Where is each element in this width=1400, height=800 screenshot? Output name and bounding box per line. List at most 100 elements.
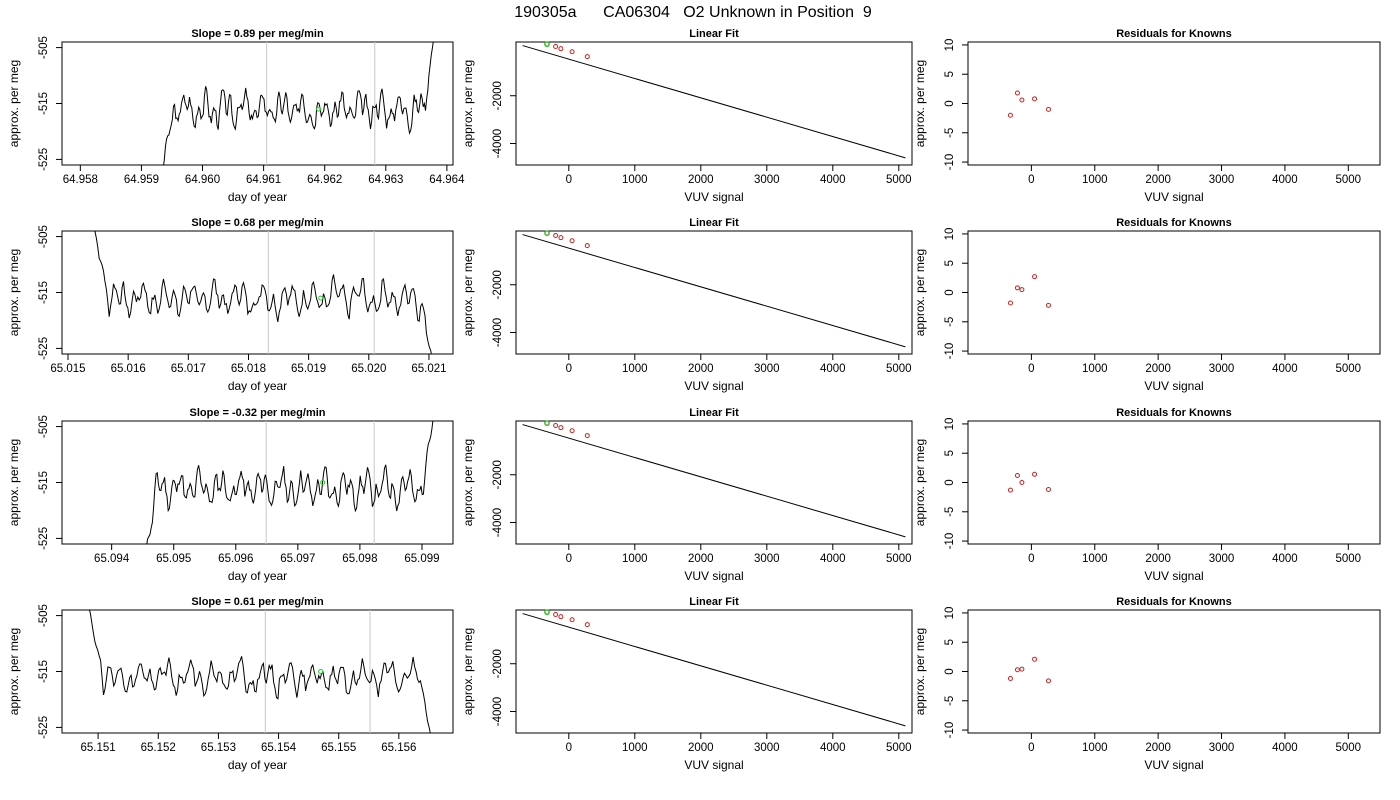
y-tick-label: -10 [944,154,956,171]
x-tick-label: 65.015 [50,363,85,375]
plot-frame [61,230,454,355]
y-tick-label: -2000 [492,270,504,299]
y-tick-label: 5 [944,71,956,77]
data-point-marker [316,106,322,112]
data-point-marker [318,669,324,674]
data-point [1045,302,1051,308]
y-tick-label: 0 [944,100,956,106]
data-point [553,44,559,50]
x-axis-label: VUV signal [1144,190,1203,204]
x-tick-label: 0 [566,742,572,754]
x-tick-label: 65.156 [381,742,416,754]
x-tick-label: 65.095 [156,553,191,565]
data-point [1032,656,1038,662]
x-axis-label: VUV signal [684,758,743,772]
fit-line [522,45,906,159]
y-tick-label: 5 [944,450,956,456]
y-axis-label: approx. per meg [461,249,475,336]
x-tick-label: 5000 [886,363,912,375]
x-tick-label: 3000 [1209,174,1235,186]
plot-frame [61,420,454,545]
x-tick-label: 3000 [754,174,780,186]
x-tick-label: 2000 [1145,174,1171,186]
data-point-marker [320,480,326,485]
data-point [1014,667,1020,673]
y-tick-label: -10 [944,343,956,360]
x-axis-label: VUV signal [1144,379,1203,393]
data-point [584,433,590,439]
x-tick-label: 5000 [886,174,912,186]
x-tick-label: 65.019 [291,363,326,375]
data-point [1007,676,1013,682]
x-tick-label: 4000 [1272,553,1298,565]
y-tick-label: 10 [944,418,956,431]
x-tick-label: 2000 [1145,553,1171,565]
x-tick-label: 2000 [688,553,714,565]
data-point [1014,285,1020,291]
data-point [1007,300,1013,306]
y-tick-label: -525 [38,337,50,360]
data-point [1032,96,1038,102]
x-tick-label: 64.961 [246,174,281,186]
x-tick-label: 65.018 [231,363,266,375]
y-axis-label: approx. per meg [913,249,927,336]
data-trace [94,231,432,354]
chart-title: Linear Fit [689,28,739,40]
data-point [1019,666,1025,672]
x-tick-label: 65.020 [351,363,386,375]
chart-panel-3: Slope = 0.61 per meg/min day of year appro… [7,596,454,772]
x-tick-label: 5000 [1336,553,1362,565]
y-axis-label: approx. per meg [461,439,475,526]
plot-frame [967,230,1381,355]
x-tick-label: 4000 [1272,742,1298,754]
data-point [584,243,590,249]
x-tick-label: 3000 [1209,553,1235,565]
x-tick-label: 4000 [820,363,846,375]
y-axis-label: approx. per meg [7,60,21,147]
data-point [1019,480,1025,485]
plot-frame [515,420,913,545]
y-tick-label: 5 [944,639,956,645]
data-point [1045,487,1051,493]
plot-frame [515,230,913,355]
y-tick-label: -4000 [492,508,504,537]
x-tick-label: 3000 [754,553,780,565]
unknown-point [544,41,550,48]
x-tick-label: 4000 [820,553,846,565]
data-point [1032,471,1038,477]
data-point [1014,472,1020,478]
data-point [558,235,564,241]
data-point [569,238,575,244]
data-point-marker [318,295,324,301]
x-tick-label: 5000 [1336,174,1362,186]
x-tick-label: 1000 [1082,174,1108,186]
y-axis-label: approx. per meg [913,60,927,147]
data-point [569,428,575,434]
x-tick-label: 4000 [820,174,846,186]
x-tick-label: 65.016 [111,363,146,375]
chart-title: Slope = 0.68 per meg/min [191,217,324,229]
x-tick-label: 2000 [688,742,714,754]
x-tick-label: 4000 [1272,174,1298,186]
data-trace [146,421,434,544]
x-tick-label: 3000 [1209,742,1235,754]
x-tick-label: 65.099 [404,553,439,565]
y-tick-label: -5 [944,507,956,517]
chart-panel-4: Linear Fit VUV signal approx. per meg 0 1000… [461,28,913,204]
plot-frame [967,420,1381,545]
chart-title: Linear Fit [689,217,739,229]
chart-panel-2: Slope = -0.32 per meg/min day of year appr… [7,407,454,583]
data-trace [163,42,434,165]
y-tick-label: -2000 [492,460,504,489]
data-trace [88,610,431,733]
x-tick-label: 3000 [1209,363,1235,375]
chart-panel-6: Linear Fit VUV signal approx. per meg 0 1000… [461,407,913,583]
data-point [553,233,559,239]
x-axis-label: day of year [228,379,287,393]
data-point [1019,97,1025,103]
x-tick-label: 2000 [688,174,714,186]
y-tick-label: -10 [944,533,956,550]
y-tick-label: -5 [944,317,956,327]
x-tick-label: 64.964 [429,174,465,186]
